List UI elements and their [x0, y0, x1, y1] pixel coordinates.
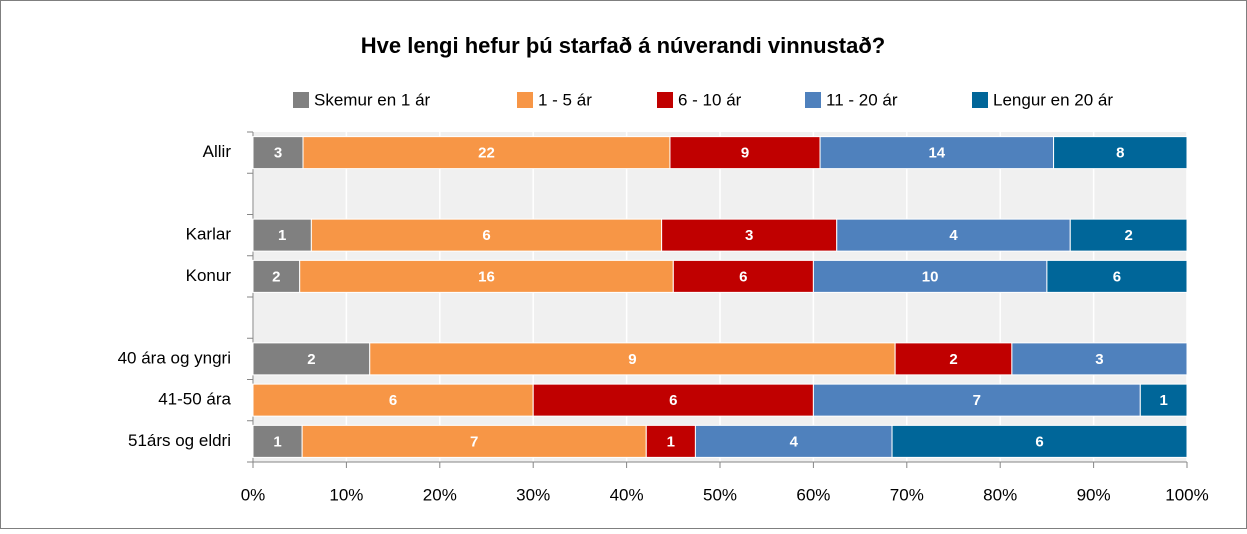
value-label: 9 — [628, 351, 636, 368]
x-tick-label: 50% — [703, 485, 737, 504]
value-label: 1 — [1159, 392, 1167, 409]
legend-label: Lengur en 20 ár — [993, 90, 1113, 109]
legend-swatch — [657, 92, 673, 108]
value-label: 1 — [278, 227, 286, 244]
value-label: 6 — [482, 227, 490, 244]
value-label: 16 — [478, 268, 495, 285]
bar-segment — [252, 136, 304, 170]
value-label: 2 — [949, 351, 957, 368]
bar-segment — [299, 259, 674, 293]
value-label: 22 — [478, 145, 495, 162]
bar-segment — [1069, 218, 1188, 252]
x-tick-label: 10% — [329, 485, 363, 504]
value-label: 4 — [790, 433, 799, 450]
bar-segment — [812, 383, 1141, 417]
bar-segment — [836, 218, 1071, 252]
legend-label: 11 - 20 ár — [826, 90, 898, 109]
x-tick-label: 100% — [1165, 485, 1208, 504]
y-tick-label: Konur — [186, 266, 232, 285]
bar-segment — [1053, 136, 1188, 170]
value-label: 6 — [389, 392, 397, 409]
bar-segment — [1046, 259, 1188, 293]
value-label: 1 — [273, 433, 281, 450]
legend-label: 6 - 10 ár — [678, 90, 742, 109]
legend-swatch — [293, 92, 309, 108]
y-tick-label: 41-50 ára — [158, 390, 231, 409]
legend-label: Skemur en 1 ár — [314, 90, 431, 109]
bar-segment — [1011, 342, 1188, 376]
bar-segment — [369, 342, 896, 376]
value-label: 7 — [470, 433, 478, 450]
chart-title: Hve lengi hefur þú starfað á núverandi v… — [361, 33, 885, 58]
bar-segment — [252, 259, 301, 293]
legend-swatch — [517, 92, 533, 108]
legend-swatch — [805, 92, 821, 108]
value-label: 6 — [1035, 433, 1043, 450]
bar-segment — [812, 259, 1048, 293]
bar-segment — [532, 383, 814, 417]
x-tick-label: 70% — [890, 485, 924, 504]
x-tick-label: 60% — [796, 485, 830, 504]
x-tick-label: 40% — [610, 485, 644, 504]
legend-label: 1 - 5 ár — [538, 90, 592, 109]
bar-segment — [672, 259, 814, 293]
y-tick-label: Karlar — [186, 225, 232, 244]
value-label: 4 — [949, 227, 958, 244]
x-tick-label: 0% — [241, 485, 266, 504]
y-tick-label: 40 ára og yngri — [118, 348, 231, 367]
bar-segment — [310, 218, 663, 252]
value-label: 2 — [1124, 227, 1132, 244]
y-tick-label: 51árs og eldri — [128, 431, 231, 450]
value-label: 2 — [307, 351, 315, 368]
bar-segment — [819, 136, 1055, 170]
value-label: 8 — [1116, 145, 1124, 162]
value-label: 3 — [1095, 351, 1103, 368]
y-tick-label: Allir — [203, 142, 232, 161]
value-label: 7 — [973, 392, 981, 409]
value-label: 6 — [1113, 268, 1121, 285]
bar-segment — [1139, 383, 1188, 417]
bar-segment — [252, 218, 312, 252]
bar-segment — [645, 424, 696, 458]
legend-swatch — [972, 92, 988, 108]
value-label: 3 — [274, 145, 282, 162]
bar-segment — [891, 424, 1188, 458]
value-label: 2 — [272, 268, 280, 285]
x-tick-label: 30% — [516, 485, 550, 504]
x-tick-label: 20% — [423, 485, 457, 504]
bar-segment — [661, 218, 838, 252]
value-label: 10 — [922, 268, 939, 285]
x-tick-label: 80% — [983, 485, 1017, 504]
value-label: 14 — [928, 145, 945, 162]
value-label: 9 — [741, 145, 749, 162]
value-label: 6 — [669, 392, 677, 409]
bar-segment — [252, 383, 534, 417]
x-tick-label: 90% — [1077, 485, 1111, 504]
value-label: 6 — [739, 268, 747, 285]
value-label: 3 — [745, 227, 753, 244]
value-label: 1 — [667, 433, 675, 450]
bar-segment — [669, 136, 821, 170]
bar-segment — [302, 136, 671, 170]
bar-segment — [894, 342, 1013, 376]
